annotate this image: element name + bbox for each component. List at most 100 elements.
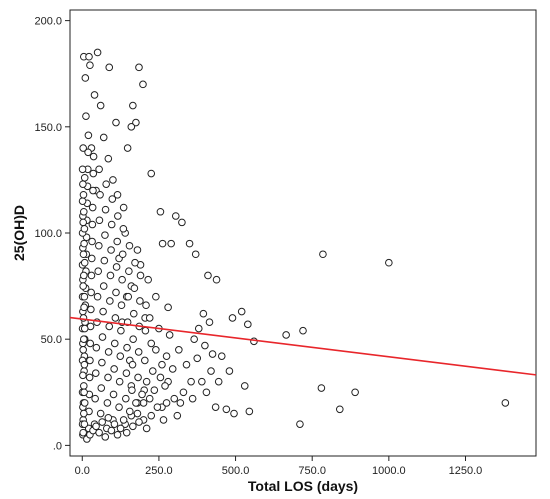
data-point: [202, 388, 211, 397]
y-tick-label: 100.0: [34, 228, 62, 240]
data-point: [98, 333, 107, 341]
data-point: [81, 74, 90, 82]
data-point: [85, 373, 94, 382]
data-point: [148, 367, 157, 375]
data-point: [117, 301, 126, 310]
data-point: [113, 190, 122, 199]
data-point: [119, 203, 128, 212]
data-point: [87, 271, 96, 280]
data-point: [79, 282, 87, 290]
data-point: [113, 430, 122, 439]
data-point: [205, 318, 214, 327]
data-point: [131, 258, 139, 267]
data-point: [99, 133, 108, 142]
data-point: [99, 307, 107, 316]
data-point: [162, 399, 171, 407]
data-point: [152, 346, 160, 354]
data-point: [335, 405, 344, 414]
data-point: [87, 254, 96, 263]
data-point: [208, 350, 217, 358]
data-point: [110, 339, 119, 348]
data-point: [230, 409, 238, 418]
x-axis-title: Total LOS (days): [248, 478, 358, 494]
data-point: [98, 358, 106, 367]
data-point: [80, 399, 89, 407]
data-points: [78, 48, 510, 443]
y-tick-label: 50.0: [41, 334, 62, 346]
data-point: [118, 250, 127, 259]
data-point: [95, 428, 103, 437]
y-axis-title: 25(OH)D: [11, 205, 27, 261]
y-axis-ticks: .0 50.0 100.0 150.0 200.0: [34, 16, 70, 452]
data-point: [228, 314, 237, 322]
data-point: [159, 416, 168, 424]
data-point: [84, 148, 92, 157]
data-point: [142, 424, 151, 433]
data-point: [107, 220, 116, 229]
y-tick-label: 200.0: [34, 16, 62, 28]
data-point: [96, 409, 105, 418]
x-tick-label: 1250.0: [449, 465, 483, 477]
data-point: [96, 190, 104, 199]
data-point: [156, 207, 165, 216]
data-point: [80, 420, 89, 428]
data-point: [104, 154, 113, 163]
data-point: [103, 399, 112, 407]
data-point: [113, 237, 122, 246]
data-point: [167, 239, 175, 248]
data-point: [106, 271, 115, 280]
data-point: [117, 326, 125, 335]
data-point: [245, 407, 254, 416]
data-point: [85, 52, 93, 61]
data-point: [351, 388, 359, 397]
data-point: [97, 384, 106, 392]
data-point: [179, 388, 188, 397]
data-point: [80, 173, 89, 182]
data-point: [138, 390, 146, 399]
data-point: [79, 382, 88, 390]
data-point: [204, 271, 212, 280]
data-point: [193, 354, 202, 363]
data-point: [99, 282, 108, 290]
data-point: [79, 144, 87, 152]
data-point: [158, 360, 166, 369]
data-point: [212, 275, 221, 284]
data-point: [79, 346, 87, 354]
data-point: [185, 239, 194, 248]
data-point: [80, 292, 89, 301]
data-point: [158, 239, 167, 248]
data-point: [501, 399, 510, 407]
data-point: [130, 284, 139, 293]
data-point: [79, 180, 87, 188]
y-tick-label: .0: [53, 440, 62, 452]
data-point: [250, 337, 258, 346]
data-point: [142, 301, 150, 310]
data-point: [178, 218, 186, 227]
data-point: [100, 256, 109, 265]
data-point: [161, 382, 169, 390]
data-point: [86, 339, 95, 348]
data-point: [129, 335, 137, 343]
data-point: [141, 326, 150, 335]
data-point: [104, 413, 113, 422]
data-point: [173, 411, 182, 420]
data-point: [109, 176, 117, 184]
data-point: [125, 267, 133, 276]
data-point: [171, 212, 180, 220]
data-point: [110, 420, 119, 428]
data-point: [101, 231, 109, 239]
data-point: [141, 356, 149, 365]
data-point: [153, 403, 162, 411]
data-point: [106, 297, 114, 305]
data-point: [152, 292, 160, 301]
data-point: [80, 324, 89, 333]
data-point: [132, 399, 140, 407]
data-point: [95, 241, 103, 250]
data-point: [82, 112, 90, 120]
data-point: [79, 190, 88, 199]
data-point: [147, 411, 156, 420]
data-point: [88, 203, 97, 212]
data-point: [133, 409, 142, 418]
data-point: [214, 377, 223, 386]
data-point: [125, 241, 134, 250]
